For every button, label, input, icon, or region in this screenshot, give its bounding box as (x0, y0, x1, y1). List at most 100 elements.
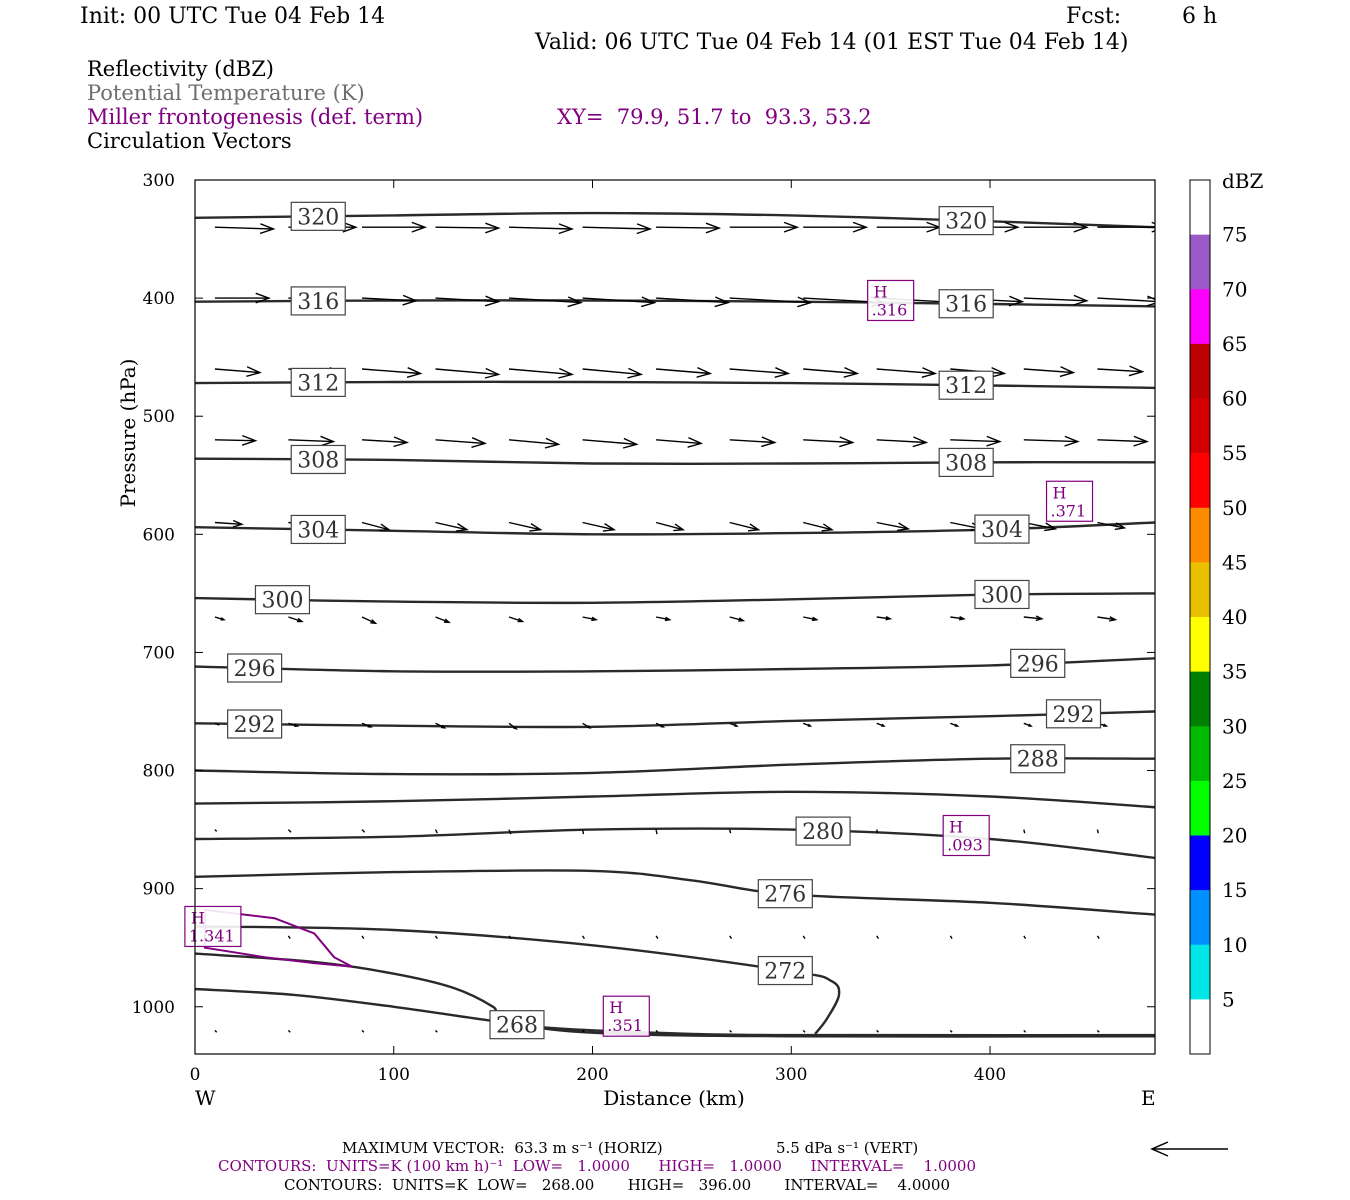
circulation-vector (362, 221, 428, 233)
cross-section-endpoints: XY= 79.9, 51.7 to 93.3, 53.2 (557, 105, 872, 129)
circulation-vector (508, 616, 525, 623)
svg-text:292: 292 (1053, 703, 1095, 728)
circulation-vector (729, 829, 732, 834)
circulation-vector (655, 616, 672, 622)
theta-contour-label: 312 (938, 370, 994, 400)
circulation-vector (1023, 615, 1044, 622)
circulation-vector (1023, 294, 1089, 306)
circulation-vector (361, 521, 391, 532)
theta-contour-label: 316 (938, 289, 994, 319)
circulation-vector (582, 367, 644, 379)
theta-contour-label: 280 (795, 816, 851, 846)
circulation-vector (508, 223, 575, 235)
colorbar-label: 5 (1222, 987, 1235, 1011)
colorbar-bin (1190, 835, 1210, 891)
x-axis-label: Distance (km) (603, 1086, 745, 1110)
circulation-vector (803, 521, 834, 532)
max-vector-horizontal: MAXIMUM VECTOR: 63.3 m s⁻¹ (HORIZ) (342, 1139, 663, 1157)
circulation-vector (361, 722, 373, 728)
theta-contour-label: 320 (290, 201, 346, 231)
colorbar-frame (1189, 179, 1211, 1055)
colorbar-label: 40 (1222, 605, 1247, 629)
theta-contour-label: 316 (290, 286, 346, 316)
svg-text:296: 296 (1017, 652, 1059, 677)
circulation-vector (656, 366, 713, 378)
circulation-vector (434, 935, 438, 939)
y-tick-label: 800 (143, 762, 175, 782)
circulation-vector (949, 1029, 953, 1033)
circulation-vector (582, 1029, 585, 1033)
colorbar-bin (1190, 890, 1210, 946)
circulation-vector (214, 1029, 218, 1033)
theta-contour-label: 308 (938, 447, 994, 478)
circulation-vector (214, 434, 258, 446)
contours-frontogenesis: CONTOURS: UNITS=K (100 km h)⁻¹ LOW= 1.00… (218, 1157, 977, 1175)
theta-contour-line (195, 987, 1155, 1038)
colorbar-bin (1190, 180, 1210, 235)
forecast-hours: 6 h (1182, 4, 1218, 29)
svg-text:304: 304 (981, 518, 1023, 543)
svg-text:H: H (874, 282, 888, 301)
circulation-vector (214, 366, 262, 377)
circulation-vector (729, 521, 761, 532)
circulation-vector (1023, 829, 1026, 834)
circulation-vector (949, 935, 953, 939)
svg-text:272: 272 (764, 960, 806, 985)
theta-contour-label: 292 (1045, 699, 1102, 729)
circulation-vector (1097, 616, 1118, 622)
circulation-vector (361, 436, 410, 448)
x-tick-label: 400 (974, 1065, 1006, 1085)
circulation-vector (508, 521, 543, 532)
theta-contour-line (195, 757, 1155, 776)
circulation-vector (876, 1029, 879, 1033)
circulation-vector (361, 1029, 365, 1033)
theta-contour-line (195, 925, 841, 1035)
circulation-vector (361, 829, 366, 833)
theta-contour-label: 276 (757, 879, 813, 909)
circulation-vector (876, 935, 880, 939)
circulation-vector (729, 935, 733, 939)
circulation-vector (803, 221, 869, 233)
circulation-vector (729, 1029, 732, 1033)
colorbar-bin (1190, 999, 1210, 1055)
colorbar-bin (1190, 726, 1210, 782)
circulation-vector (434, 829, 438, 834)
colorbar-label: 50 (1222, 496, 1247, 520)
forecast-label: Fcst: (1066, 4, 1122, 29)
frontogenesis-maximum: H.351 (602, 995, 650, 1037)
frontogenesis-maximum: H.371 (1045, 480, 1094, 522)
svg-text:300: 300 (261, 589, 303, 614)
circulation-vector (581, 829, 585, 835)
circulation-vector (1097, 521, 1127, 531)
circulation-vector (214, 519, 244, 528)
svg-text:280: 280 (802, 820, 844, 845)
theta-contour-label: 288 (1010, 744, 1066, 774)
circulation-vector (1096, 1029, 1100, 1033)
colorbar-bin (1190, 617, 1210, 672)
y-tick-label: 700 (143, 643, 175, 663)
legend-frontogenesis: Miller frontogenesis (def. term) (87, 105, 424, 129)
theta-contour-label: 296 (227, 653, 283, 683)
circulation-vector (1023, 1029, 1027, 1033)
circulation-vector (435, 222, 501, 234)
frontogenesis-maximum: H.316 (867, 279, 915, 322)
y-tick-label: 900 (143, 880, 175, 900)
y-axis-label: Pressure (hPa) (116, 359, 140, 508)
colorbar-bin (1190, 780, 1210, 836)
circulation-vector (288, 616, 304, 623)
svg-text:H: H (949, 818, 963, 837)
circulation-vector (803, 436, 855, 448)
svg-text:H: H (191, 908, 205, 927)
theta-contour-line (195, 869, 1155, 916)
init-time: Init: 00 UTC Tue 04 Feb 14 (80, 4, 386, 29)
circulation-vector (876, 221, 942, 233)
valid-time: Valid: 06 UTC Tue 04 Feb 14 (01 EST Tue … (535, 30, 1129, 55)
circulation-vector (361, 294, 419, 306)
circulation-vector (655, 829, 658, 835)
circulation-vector (1096, 935, 1100, 939)
circulation-vector (802, 722, 813, 727)
circulation-vector (435, 521, 470, 532)
svg-text:292: 292 (234, 713, 276, 738)
theta-contour-label: 304 (290, 514, 346, 545)
circulation-vector (435, 722, 447, 729)
